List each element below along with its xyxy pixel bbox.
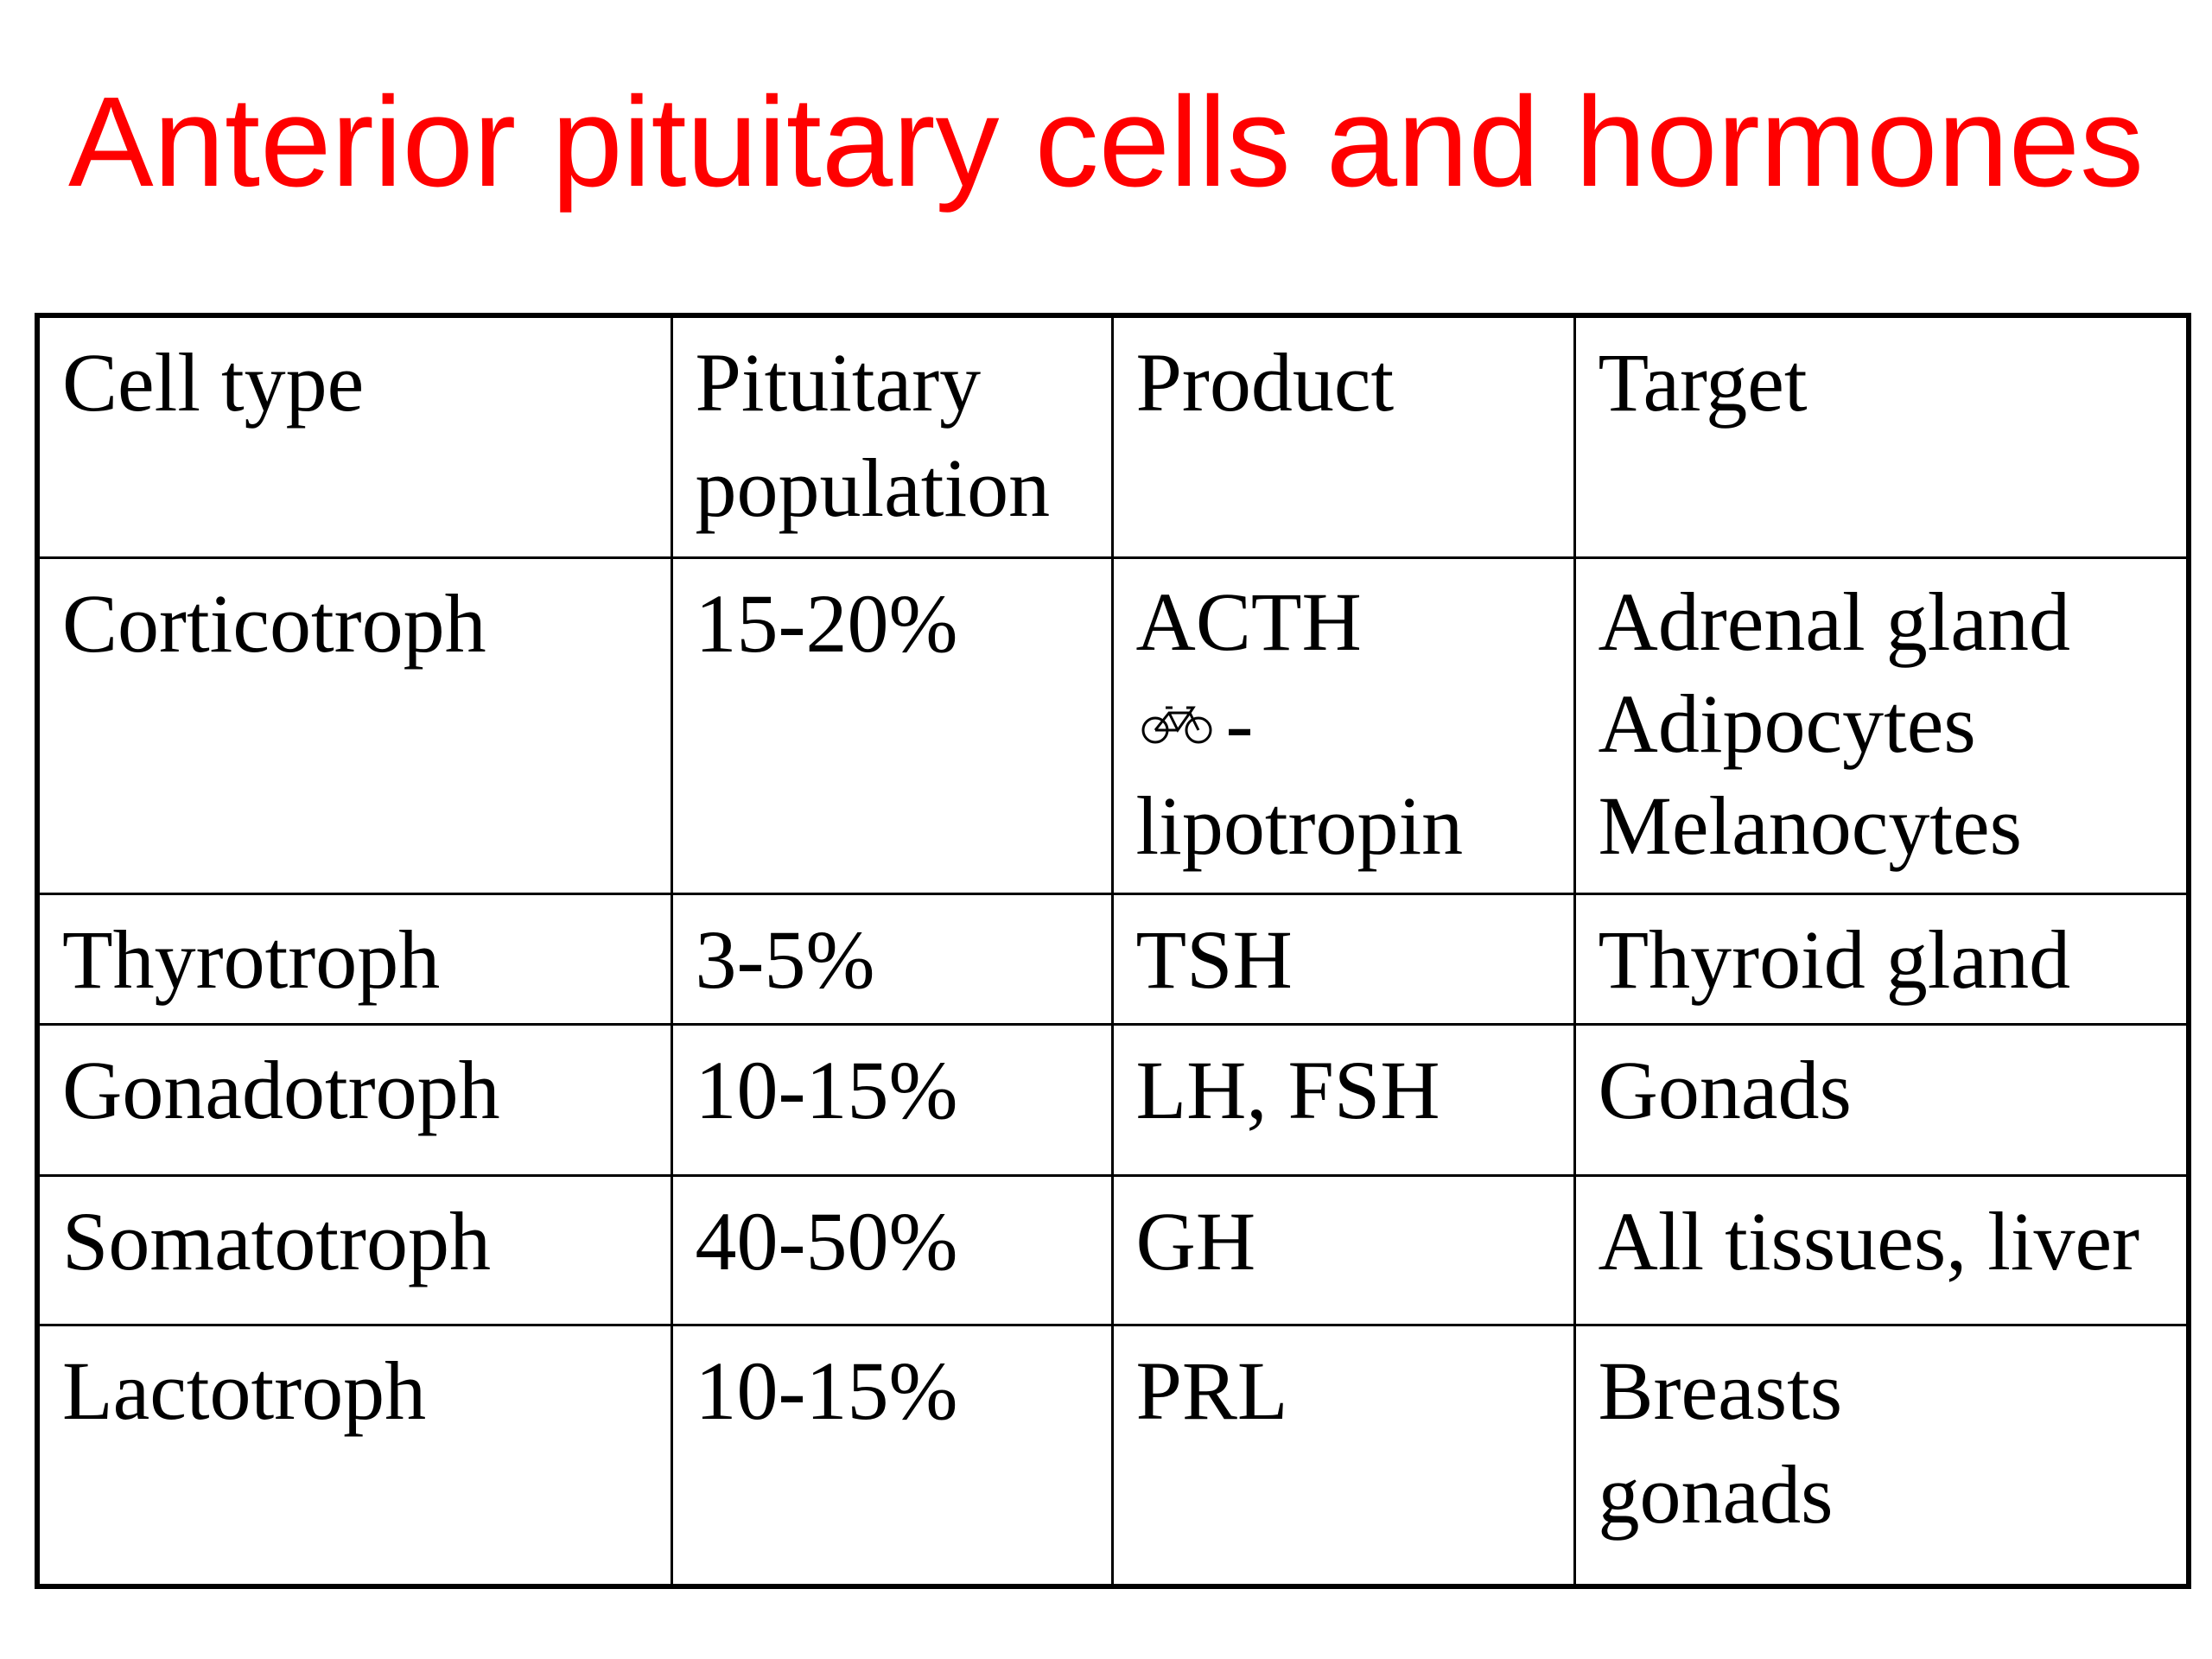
product-text: TSH [1135, 913, 1293, 1006]
cell-type-cell: Corticotroph [35, 556, 673, 895]
target-line3: Melanocytes [1598, 779, 2023, 872]
product-cell: LH, FSH [1110, 1023, 1576, 1177]
product-line2-suffix: - [1225, 677, 1254, 770]
cell-type-text: Gonadotroph [62, 1044, 500, 1136]
population-text: 3-5% [695, 913, 875, 1006]
cell-type-text: Lactotroph [62, 1344, 427, 1437]
table-row: Thyrotroph 3-5% TSH Thyroid gland [35, 893, 2190, 1026]
product-text: PRL [1135, 1344, 1288, 1437]
product-text: LH, FSH [1135, 1044, 1440, 1136]
target-line2: gonads [1598, 1448, 1834, 1541]
cell-type-cell: Gonadotroph [35, 1023, 673, 1177]
product-cell: GH [1110, 1174, 1576, 1326]
target-cell: Adrenal gland Adipocytes Melanocytes [1573, 556, 2190, 895]
product-text: ACTH [1135, 575, 1362, 668]
cell-type-text: Somatotroph [62, 1195, 491, 1287]
population-text: 10-15% [695, 1044, 958, 1136]
bicycle-icon [1141, 706, 1211, 744]
target-cell: Breasts gonads [1573, 1324, 2190, 1588]
population-cell: 40-50% [670, 1174, 1114, 1326]
table-header-row: Cell type Pituitary population Product T… [35, 314, 2190, 559]
cell-type-cell: Thyrotroph [35, 893, 673, 1026]
population-text: 10-15% [695, 1344, 958, 1437]
hormone-table: Cell type Pituitary population Product T… [35, 313, 2191, 1589]
product-cell: PRL [1110, 1324, 1576, 1588]
header-cell-type: Cell type [35, 314, 673, 559]
table-row: Gonadotroph 10-15% LH, FSH Gonads [35, 1023, 2190, 1177]
population-text: 15-20% [695, 577, 958, 670]
population-text: 40-50% [695, 1195, 958, 1287]
target-cell: Gonads [1573, 1023, 2190, 1177]
header-population: Pituitary population [670, 314, 1114, 559]
product-cell: TSH [1110, 893, 1576, 1026]
population-cell: 15-20% [670, 556, 1114, 895]
population-cell: 10-15% [670, 1023, 1114, 1177]
product-line2: - [1136, 673, 1553, 775]
header-population-line2: population [695, 442, 1051, 534]
table-row: Lactotroph 10-15% PRL Breasts gonads [35, 1324, 2190, 1588]
cell-type-cell: Lactotroph [35, 1324, 673, 1588]
target-line1: Gonads [1598, 1044, 1852, 1136]
header-product: Product [1110, 314, 1576, 559]
header-cell-type-label: Cell type [62, 336, 365, 429]
product-text: GH [1135, 1195, 1256, 1287]
header-product-label: Product [1135, 336, 1395, 429]
table-row: Somatotroph 40-50% GH All tissues, liver [35, 1174, 2190, 1326]
cell-type-text: Corticotroph [62, 577, 486, 670]
table-row: Corticotroph 15-20% ACTH [35, 556, 2190, 895]
product-cell: ACTH [1110, 556, 1576, 895]
header-population-line1: Pituitary [695, 336, 982, 429]
cell-type-cell: Somatotroph [35, 1174, 673, 1326]
target-line1: Thyroid gland [1598, 913, 2071, 1006]
header-target: Target [1573, 314, 2190, 559]
target-line1: Breasts [1598, 1344, 1843, 1437]
target-cell: All tissues, liver [1573, 1174, 2190, 1326]
target-line1: Adrenal gland [1598, 575, 2070, 668]
population-cell: 10-15% [670, 1324, 1114, 1588]
target-line2: Adipocytes [1598, 677, 1976, 770]
product-line3: lipotropin [1135, 779, 1464, 872]
header-target-label: Target [1598, 336, 1808, 429]
cell-type-text: Thyrotroph [62, 913, 441, 1006]
slide-title: Anterior pituitary cells and hormones [67, 71, 2145, 213]
target-line1: All tissues, liver [1598, 1195, 2140, 1287]
target-cell: Thyroid gland [1573, 893, 2190, 1026]
population-cell: 3-5% [670, 893, 1114, 1026]
